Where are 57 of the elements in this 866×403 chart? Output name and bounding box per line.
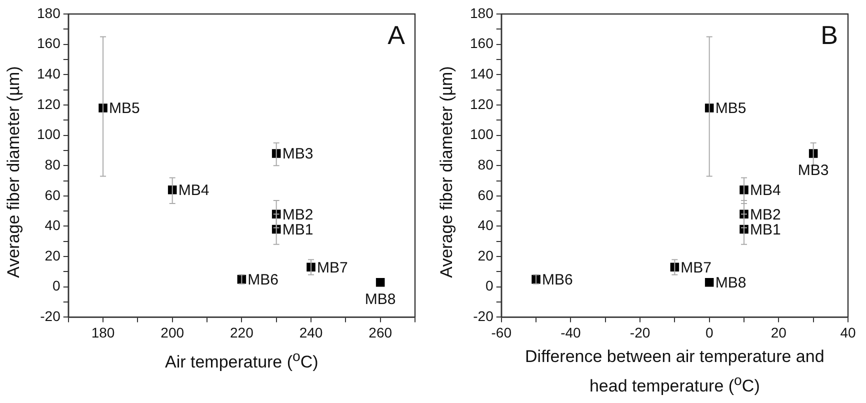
series-label: MB8 xyxy=(715,274,746,292)
y-tick-label: 80 xyxy=(44,156,61,172)
y-tick-label: 120 xyxy=(470,96,494,112)
series-label: MB4 xyxy=(178,182,210,199)
series-label: MB7 xyxy=(317,259,348,276)
series-label: MB1 xyxy=(282,221,314,238)
series-label: MB4 xyxy=(750,182,781,199)
series-label: MB6 xyxy=(542,271,573,288)
series-label: MB8 xyxy=(364,290,396,308)
y-axis-title: Average fiber diameter (µm) xyxy=(437,66,457,278)
point xyxy=(376,278,385,287)
series-label: MB3 xyxy=(798,162,829,180)
y-tick-label: 140 xyxy=(470,66,494,82)
y-tick-label: 180 xyxy=(470,4,494,21)
x-tick-label: 0 xyxy=(705,324,714,340)
y-tick-label: 120 xyxy=(37,96,61,112)
x-tick-label: 200 xyxy=(160,324,184,340)
y-tick-label: 40 xyxy=(44,217,61,234)
y-axis-title: Average fiber diameter (µm) xyxy=(4,66,24,278)
y-tick-label: 20 xyxy=(478,247,494,264)
annotation: A xyxy=(388,20,406,50)
series-label: MB7 xyxy=(680,259,712,276)
x-tick-label: 180 xyxy=(91,324,115,340)
y-tick-label: 100 xyxy=(37,126,61,142)
annotation: B xyxy=(820,20,838,50)
y-tick-label: 60 xyxy=(478,186,494,203)
y-tick-label: 160 xyxy=(37,35,61,52)
x-tick-label: 260 xyxy=(368,324,392,340)
y-tick-label: 0 xyxy=(486,278,494,294)
series-label: MB1 xyxy=(750,221,781,238)
series-label: MB3 xyxy=(282,146,314,163)
series-label: MB5 xyxy=(109,100,140,118)
y-tick-label: 100 xyxy=(470,126,494,142)
y-tick-label: 180 xyxy=(37,4,61,21)
y-tick-label: 0 xyxy=(52,278,61,294)
series-label: MB6 xyxy=(248,271,279,288)
x-tick-label: 240 xyxy=(299,324,323,340)
x-tick-label: 20 xyxy=(770,324,787,340)
x-tick-label: -20 xyxy=(630,324,650,340)
x-tick-label: 40 xyxy=(840,324,856,340)
series-label: MB2 xyxy=(750,206,781,224)
series-label: MB5 xyxy=(715,100,746,118)
y-tick-label: 60 xyxy=(44,186,61,203)
y-tick-label: 20 xyxy=(44,247,61,264)
y-tick-label: 160 xyxy=(470,35,494,52)
y-tick-label: 80 xyxy=(478,156,494,172)
y-tick-label: -20 xyxy=(40,308,61,324)
x-tick-label: -60 xyxy=(491,324,512,340)
y-tick-label: 40 xyxy=(478,217,494,234)
x-axis-title: Difference between air temperature and head temperature ($^{o}$C) xyxy=(524,346,826,398)
series-label: MB2 xyxy=(282,206,314,224)
x-axis-title: Air temperature ($^{o}$C) xyxy=(164,348,320,374)
y-tick-label: -20 xyxy=(473,308,494,324)
y-tick-label: 140 xyxy=(37,66,61,82)
point xyxy=(704,278,714,287)
x-tick-label: 220 xyxy=(230,324,254,340)
x-tick-label: -40 xyxy=(560,324,582,340)
